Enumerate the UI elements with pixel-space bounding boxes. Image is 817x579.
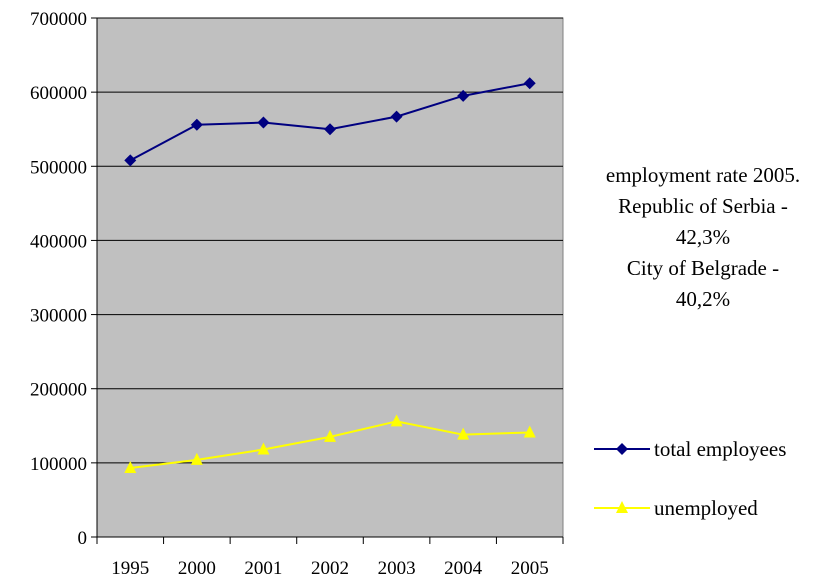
annotation-line-1: employment rate 2005.: [605, 163, 801, 187]
x-tick-label: 2002: [311, 558, 349, 579]
annotation-line-3: 42,3%: [675, 225, 731, 249]
legend-label-total-employees: total employees: [654, 437, 786, 461]
plot-area: [96, 17, 564, 538]
y-tick-label: 0: [78, 528, 88, 549]
data-point-unemployed: [390, 414, 403, 427]
x-tick-label: 1995: [111, 558, 149, 579]
y-tick-label: 500000: [30, 157, 87, 178]
series-layer: [124, 77, 536, 474]
y-tick-label: 700000: [30, 9, 87, 30]
y-tick-label: 300000: [30, 306, 87, 327]
data-point-unemployed: [257, 442, 270, 455]
legend-label-unemployed: unemployed: [654, 496, 758, 520]
annotation-line-2: Republic of Serbia -: [618, 194, 788, 218]
y-tick-label: 600000: [30, 83, 87, 104]
annotation-line-5: 40,2%: [675, 287, 731, 311]
y-tick-label: 400000: [30, 231, 87, 252]
y-axis-tick-labels: 0 100000 200000 300000 400000 500000 600000 700…: [30, 9, 87, 549]
data-point-total-employees: [190, 118, 203, 131]
legend-marker-diamond: [616, 443, 628, 455]
data-point-total-employees: [324, 123, 336, 136]
data-point-unemployed: [190, 452, 203, 465]
legend: total employees unemployed: [594, 437, 786, 520]
x-axis-tick-labels: 1995 2000 2001 2002 2003 2004 2005: [111, 558, 548, 579]
y-tick-label: 200000: [30, 380, 87, 401]
axes: [91, 17, 564, 544]
data-point-total-employees: [257, 116, 270, 129]
legend-item-total-employees: total employees: [594, 437, 786, 461]
x-tick-label: 2003: [378, 558, 416, 579]
data-point-unemployed: [457, 427, 470, 440]
data-point-total-employees: [124, 154, 137, 167]
data-point-total-employees: [523, 77, 536, 90]
x-tick-label: 2000: [178, 558, 216, 579]
data-point-total-employees: [390, 110, 403, 123]
x-tick-label: 2005: [511, 558, 549, 579]
data-point-total-employees: [457, 89, 470, 102]
data-point-unemployed: [124, 461, 137, 474]
y-tick-label: 100000: [30, 454, 87, 475]
x-tick-label: 2004: [444, 558, 483, 579]
series-total-employees: [124, 77, 536, 167]
employment-rate-annotation: employment rate 2005. Republic of Serbia…: [572, 160, 817, 315]
legend-marker-triangle: [616, 501, 628, 513]
data-point-unemployed: [324, 429, 336, 442]
legend-item-unemployed: unemployed: [594, 496, 758, 520]
series-unemployed: [124, 414, 536, 474]
x-tick-label: 2001: [244, 558, 282, 579]
annotation-line-4: City of Belgrade -: [626, 256, 780, 280]
data-point-unemployed: [523, 425, 536, 438]
